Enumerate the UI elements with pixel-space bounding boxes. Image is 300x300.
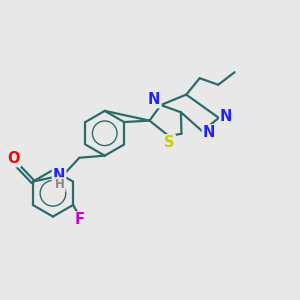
Text: N: N	[53, 168, 65, 183]
Text: N: N	[220, 109, 232, 124]
Text: F: F	[75, 212, 85, 227]
Text: O: O	[8, 151, 20, 166]
Text: S: S	[164, 135, 175, 150]
Text: N: N	[148, 92, 160, 107]
Text: H: H	[55, 178, 64, 191]
Text: N: N	[203, 125, 215, 140]
